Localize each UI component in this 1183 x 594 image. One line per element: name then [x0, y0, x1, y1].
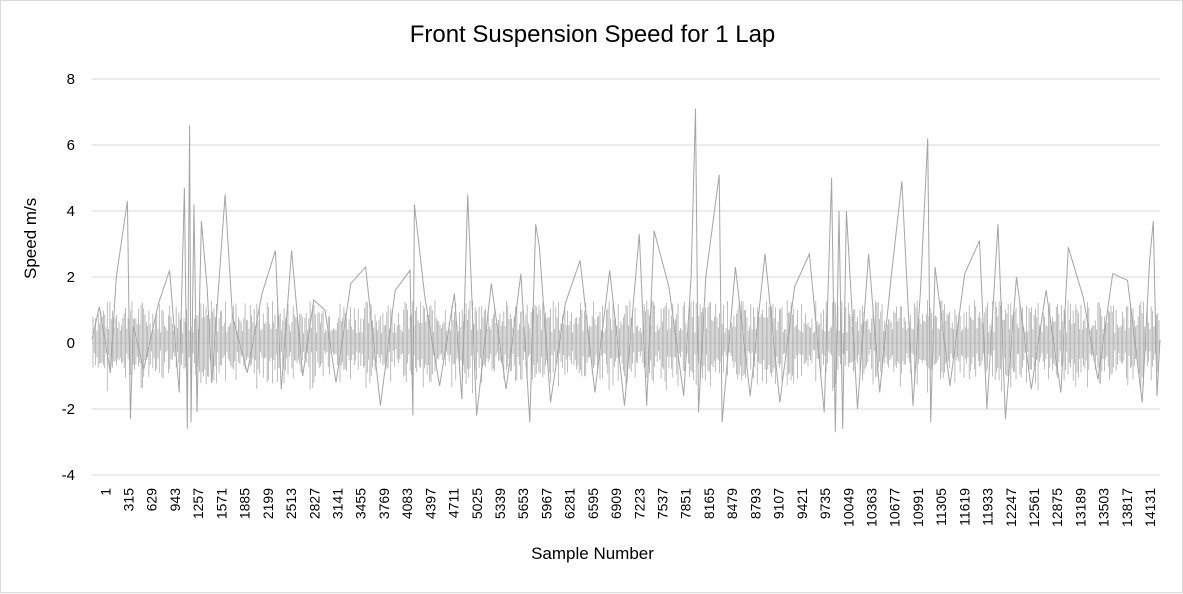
series-line: [91, 108, 1161, 433]
y-tick-label: 6: [67, 137, 75, 154]
x-tick-label: 13189: [1072, 488, 1088, 527]
x-tick-label: 10677: [887, 488, 903, 527]
x-tick-label: 11933: [980, 488, 996, 526]
x-tick-label: 8793: [747, 488, 763, 519]
x-tick-label: 12561: [1026, 488, 1042, 527]
x-tick-label: 5025: [469, 488, 485, 519]
x-tick-label: 1: [97, 488, 113, 496]
x-tick-label: 9735: [817, 488, 833, 519]
x-tick-label: 5967: [538, 488, 554, 519]
chart-title: Front Suspension Speed for 1 Lap: [409, 21, 776, 48]
x-tick-label: 6281: [562, 488, 578, 519]
y-tick-label: 4: [67, 203, 75, 220]
y-tick-label: 0: [67, 335, 75, 352]
x-tick-label: 3141: [329, 488, 345, 519]
x-tick-label: 5339: [492, 488, 508, 519]
x-tick-label: 2513: [283, 488, 299, 519]
x-tick-label: 315: [121, 488, 137, 512]
y-tick-label: -2: [62, 401, 75, 418]
y-tick-label: -4: [62, 467, 75, 484]
x-tick-label: 943: [167, 488, 183, 512]
x-tick-label: 13817: [1119, 488, 1135, 527]
x-tick-label: 9107: [771, 488, 787, 519]
x-tick-label: 7223: [631, 488, 647, 519]
x-tick-label: 6595: [585, 488, 601, 519]
x-tick-label: 11619: [956, 488, 972, 526]
x-tick-label: 8165: [701, 488, 717, 519]
x-tick-label: 7537: [655, 488, 671, 519]
x-tick-label: 3769: [376, 488, 392, 519]
x-tick-label: 6909: [608, 488, 624, 519]
x-tick-label: 2199: [260, 488, 276, 519]
x-tick-label: 10991: [910, 488, 926, 527]
x-tick-label: 629: [144, 488, 160, 512]
y-tick-label: 8: [67, 71, 75, 88]
x-tick-label: 4711: [446, 488, 462, 518]
x-tick-label: 3455: [353, 488, 369, 519]
series-texture: [92, 300, 1160, 394]
x-tick-label: 1885: [237, 488, 253, 519]
x-tick-label: 4397: [422, 488, 438, 519]
x-tick-label: 2827: [306, 488, 322, 519]
x-tick-label: 5653: [515, 488, 531, 519]
x-tick-label: 14131: [1142, 488, 1158, 527]
x-tick-label: 13503: [1096, 488, 1112, 527]
x-tick-label: 9421: [794, 488, 810, 519]
x-tick-label: 7851: [678, 488, 694, 519]
x-tick-label: 11305: [933, 488, 949, 526]
x-tick-label: 10049: [840, 488, 856, 527]
y-tick-label: 2: [67, 269, 75, 286]
x-tick-label: 8479: [724, 488, 740, 519]
x-tick-label: 10363: [863, 488, 879, 527]
x-tick-label: 4083: [399, 488, 415, 519]
x-tick-label: 12247: [1003, 488, 1019, 527]
x-axis-label: Sample Number: [531, 544, 654, 563]
x-tick-label: 1257: [190, 488, 206, 519]
x-tick-label: 12875: [1049, 488, 1065, 527]
x-tick-label: 1571: [213, 488, 229, 519]
